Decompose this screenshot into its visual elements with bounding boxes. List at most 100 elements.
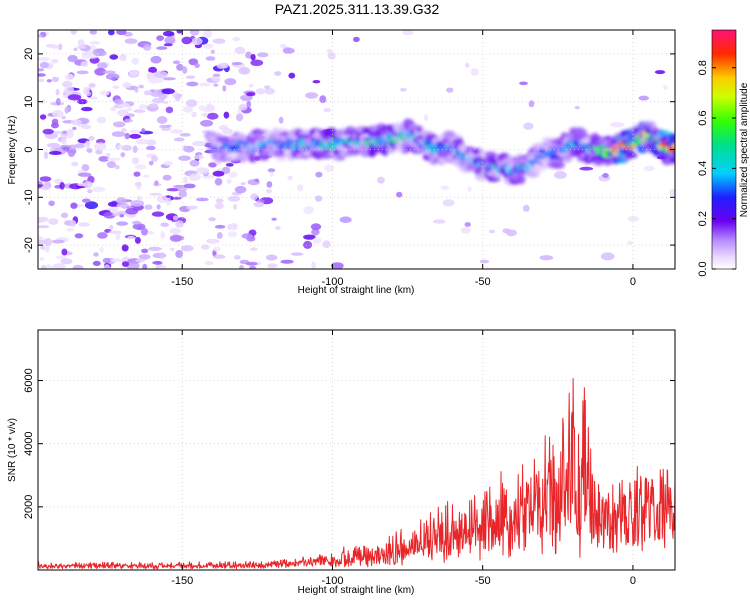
spectrogram-noise-cell — [208, 217, 216, 222]
spectrogram-noise-cell — [109, 224, 114, 230]
spectrogram-noise-cell — [107, 30, 115, 36]
spectrogram-noise-cell — [154, 264, 167, 269]
colorbar-frame — [711, 29, 737, 270]
spectrogram-noise-cell — [77, 172, 92, 177]
spectrogram-noise-cell — [297, 184, 304, 192]
spectrogram-noise-cell — [89, 30, 97, 35]
spectrogram-noise-cell — [327, 52, 336, 60]
spectrogram-noise-cell — [274, 71, 282, 76]
spectrogram-noise-cell — [38, 34, 43, 38]
spectrogram-ridge-halo — [671, 149, 675, 158]
spectrogram-noise-cell — [257, 52, 269, 58]
spectrogram-noise-cell — [67, 94, 82, 101]
spectrogram-noise-cell — [152, 260, 163, 265]
spectrogram-noise-cell — [86, 148, 93, 153]
colorbar-tick-label: 0.6 — [697, 110, 709, 125]
spectrogram-noise-cell — [43, 238, 53, 246]
spectrogram-noise-cell — [97, 232, 108, 239]
spectrogram-ridge-blobs — [204, 118, 675, 186]
spectrogram-noise-cell — [40, 264, 47, 269]
spectrogram-noise-cell — [158, 93, 167, 100]
spectrogram-noise-cell — [136, 195, 142, 201]
spectrogram-noise-cell — [122, 82, 132, 89]
spectrogram-noise-cell — [92, 260, 101, 266]
spectrogram-noise-cell — [311, 228, 320, 236]
spectrogram-noise-cell — [574, 106, 580, 110]
spectrogram-noise-cell — [216, 63, 227, 69]
spectrogram-ridge-core — [671, 143, 675, 149]
spectrogram-noise-cell — [465, 62, 470, 68]
spectrogram-noise-cell — [324, 164, 335, 172]
spectrogram-noise-cell — [72, 264, 84, 269]
snr-x-tick-label: -150 — [171, 575, 193, 587]
spectrogram-ridge-halo — [668, 133, 675, 144]
spectrogram-noise-cell — [61, 248, 68, 256]
spectrogram-noise-cell — [138, 254, 151, 260]
spectrogram-noise-cell — [234, 185, 247, 194]
spectrogram-noise-cell — [174, 93, 181, 102]
spectrogram-noise-cell — [116, 197, 127, 205]
spectrogram-noise-cell — [203, 43, 214, 49]
spectrogram-noise-cell — [162, 30, 175, 37]
spectrogram-noise-cell — [42, 128, 54, 135]
spectrogram-noise-cell — [204, 261, 214, 266]
spectrogram-x-tick-label: -150 — [171, 276, 193, 288]
spectrogram-noise-cell — [241, 233, 254, 239]
spectrogram-noise-cell — [206, 238, 220, 244]
spectrogram-y-ticks: -20 -10 0 10 20 — [23, 48, 675, 253]
spectrogram-noise-cell — [305, 92, 319, 99]
spectrogram-noise-cell — [267, 263, 278, 269]
spectrogram-noise-cell — [46, 79, 52, 83]
spectrogram-noise-cell — [71, 161, 79, 167]
spectrogram-noise-cell — [212, 170, 225, 177]
spectrogram-y-tick-label: 20 — [23, 48, 35, 60]
spectrogram-noise-cell — [148, 246, 162, 251]
spectrogram-noise-cell — [141, 248, 149, 254]
spectrogram-noise-cell — [133, 109, 146, 113]
spectrogram-noise-cell — [147, 230, 154, 235]
spectrogram-noise-cell — [315, 195, 323, 202]
spectrogram-noise-cell — [109, 230, 122, 234]
spectrogram-noise-cell — [51, 239, 65, 244]
spectrogram-noise-cell — [170, 129, 183, 134]
spectrogram-y-tick-label: 0 — [23, 146, 35, 152]
spectrogram-noise-cell — [225, 162, 234, 167]
spectrogram-noise-cell — [202, 30, 213, 38]
spectrogram-noise-cell — [41, 98, 46, 105]
spectrogram-noise-cell — [99, 246, 104, 253]
spectrogram-noise-cell — [271, 217, 277, 221]
spectrogram-noise-cell — [78, 222, 90, 227]
spectrogram-noise-cell — [254, 178, 260, 183]
spectrogram-ridge-halo — [669, 156, 675, 164]
spectrogram-noise-cell — [232, 204, 238, 210]
spectrogram-noise-cell — [109, 54, 119, 60]
spectrogram-x-tick-label: -100 — [321, 276, 343, 288]
spectrogram-noise-cell — [38, 239, 48, 244]
snr-x-tick-label: 0 — [630, 575, 636, 587]
spectrogram-noise-cell — [214, 224, 226, 229]
spectrogram-noise-cell — [264, 88, 276, 95]
colorbar: 0.0 0.2 0.4 0.6 0.8 Normalized spectral ampl… — [697, 29, 750, 277]
spectrogram-noise-cell — [175, 220, 184, 228]
spectrogram-noise-cell — [69, 220, 77, 227]
spectrogram-noise-cell — [239, 265, 245, 269]
spectrogram-noise-cell — [74, 143, 85, 149]
spectrogram-noise-cell — [554, 171, 567, 179]
spectrogram-noise-cell — [212, 246, 221, 252]
spectrogram-x-ticks: -150 -100 -50 0 — [171, 30, 636, 288]
spectrogram-noise-cell — [50, 59, 59, 64]
spectrogram-noise-cell — [234, 46, 246, 55]
spectrogram-noise-cell — [149, 192, 162, 196]
spectrogram-noise-cell — [193, 154, 204, 160]
spectrogram-noise-cell — [227, 195, 241, 202]
spectrogram-noise-cell — [267, 168, 276, 173]
spectrogram-noise-cell — [214, 178, 223, 186]
spectrogram-noise-cell — [116, 221, 129, 226]
spectrogram-noise-cell — [233, 255, 241, 260]
spectrogram-noise-cell — [179, 133, 191, 137]
snr-y-label: SNR (10 * v/v) — [7, 418, 18, 482]
spectrogram-noise-cell — [73, 47, 78, 52]
spectrogram-noise-cell — [129, 129, 140, 134]
spectrogram-noise-cell — [160, 127, 172, 131]
spectrogram-noise-cell — [76, 70, 89, 75]
